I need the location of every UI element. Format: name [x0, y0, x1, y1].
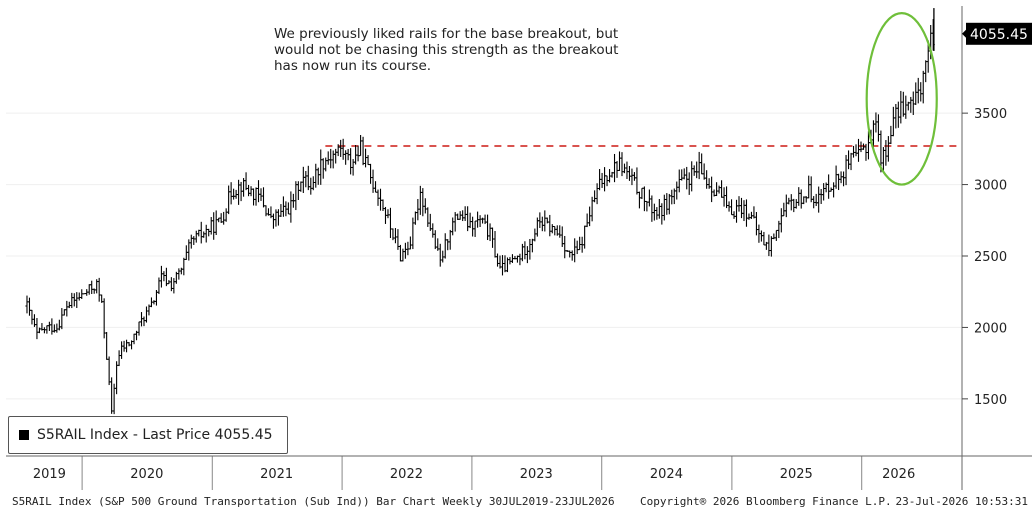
y-tick-label: 3000 — [974, 179, 1007, 194]
last-price-label: 4055.45 — [970, 27, 1028, 43]
x-tick-label: 2020 — [130, 467, 163, 482]
footer-timestamp: 23-Jul-2026 10:53:31 — [895, 495, 1028, 508]
breakout-highlight-layer — [865, 12, 938, 186]
y-tick-label: 2000 — [974, 321, 1007, 336]
x-tick-labels: 2019 2020 2021 2022 2023 2024 2025 2026 — [33, 467, 915, 482]
axes-layer — [6, 6, 1032, 490]
y-tick-label: 2500 — [974, 250, 1007, 265]
legend-swatch-icon — [19, 430, 29, 440]
last-price-marker: 4055.45 — [962, 22, 1032, 45]
analyst-annotation: We previously liked rails for the base b… — [274, 26, 664, 74]
legend: S5RAIL Index - Last Price 4055.45 — [8, 416, 288, 454]
y-tick-labels: 1500 2000 2500 3000 3500 — [962, 107, 1007, 408]
price-bars-layer — [25, 8, 935, 415]
x-tick-label: 2026 — [882, 467, 915, 482]
year-dividers — [81, 456, 863, 490]
x-tick-label: 2022 — [390, 467, 423, 482]
y-tick-label: 1500 — [974, 393, 1007, 408]
x-tick-label: 2025 — [780, 467, 813, 482]
last-price-pointer — [962, 28, 967, 39]
x-tick-label: 2023 — [520, 467, 553, 482]
footer-description: S5RAIL Index (S&P 500 Ground Transportat… — [12, 495, 615, 508]
annotation-line: We previously liked rails for the base b… — [274, 26, 619, 42]
annotation-line: has now run its course. — [274, 58, 432, 74]
x-tick-label: 2024 — [650, 467, 683, 482]
last-price-box — [966, 22, 1032, 45]
chart-grid — [6, 112, 962, 400]
annotation-line: would not be chasing this strength as th… — [274, 42, 619, 58]
footer-copyright: Copyright® 2026 Bloomberg Finance L.P. — [640, 495, 892, 508]
y-tick-label: 3500 — [974, 107, 1007, 122]
legend-label: S5RAIL Index - Last Price 4055.45 — [37, 427, 273, 443]
x-tick-label: 2019 — [33, 467, 66, 482]
footer: S5RAIL Index (S&P 500 Ground Transportat… — [12, 495, 1028, 511]
x-tick-label: 2021 — [260, 467, 293, 482]
breakout-highlight-ellipse — [865, 12, 938, 186]
